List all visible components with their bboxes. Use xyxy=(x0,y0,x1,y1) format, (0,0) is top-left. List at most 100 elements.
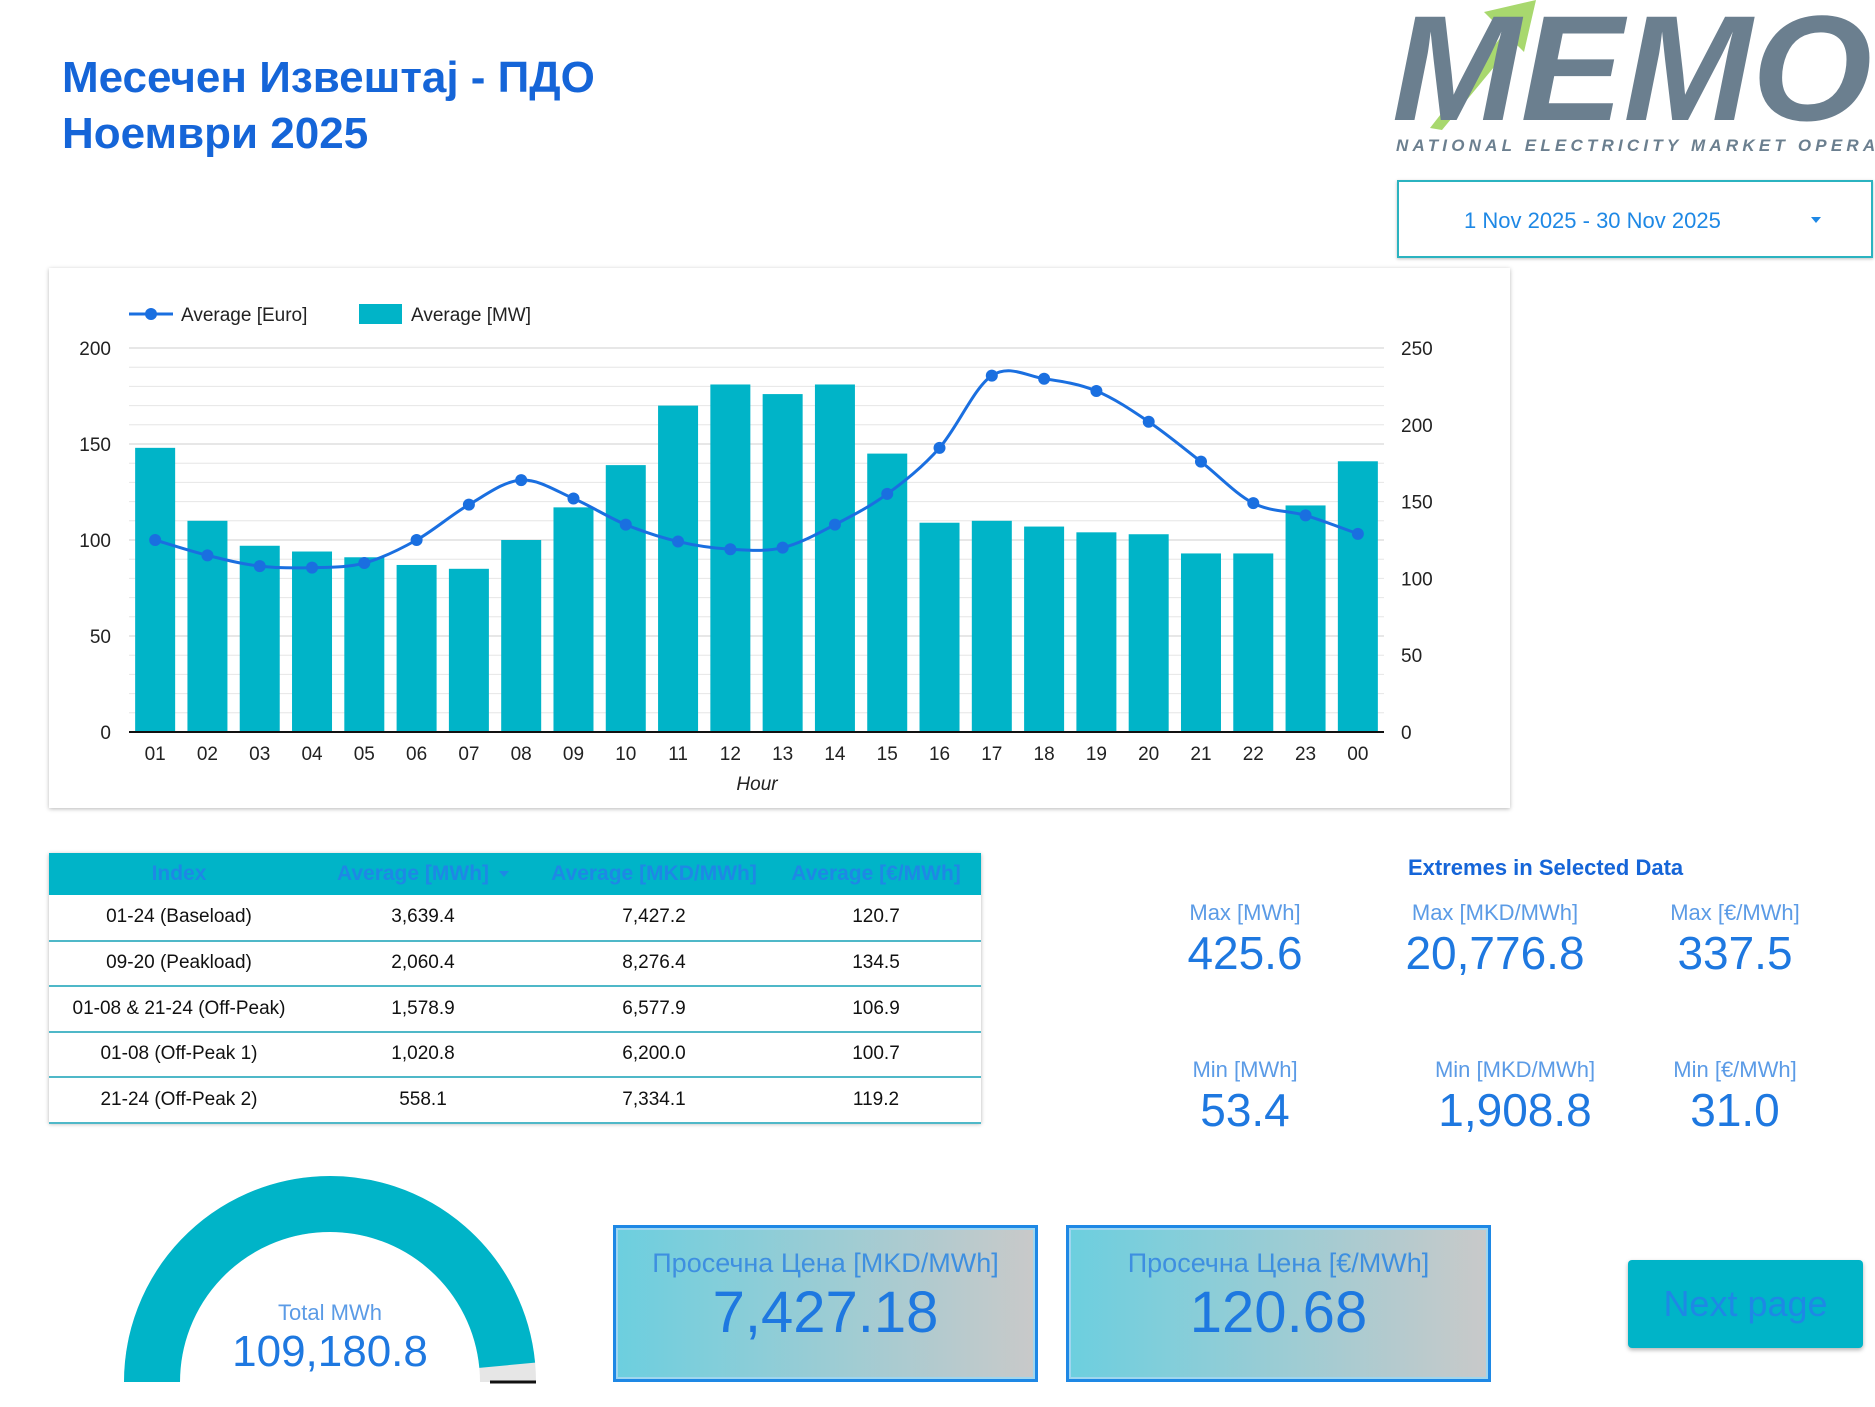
logo-wordmark: MEMO xyxy=(1392,0,1872,152)
chart-bar xyxy=(1180,553,1221,732)
cell-avg-mkd: 7,427.2 xyxy=(537,895,771,942)
kpi-label: Min [€/MWh] xyxy=(1673,1057,1797,1082)
kpi-label: Max [MWh] xyxy=(1189,900,1301,925)
chart-line-point xyxy=(985,369,998,382)
chart-line-point xyxy=(1351,527,1364,540)
gauge-fill xyxy=(124,1176,536,1383)
table-row: 01-08 & 21-24 (Off-Peak) 1,578.9 6,577.9… xyxy=(49,986,981,1033)
chart-bar xyxy=(1024,526,1065,732)
chart-bar xyxy=(501,540,542,732)
y-tick-label-right: 250 xyxy=(1401,339,1433,360)
chart-line-point xyxy=(1194,455,1207,468)
hourly-chart: 0 50 100 150 200 0 50 100 150 200 250 01 02 03 04 05 06 0… xyxy=(49,268,1510,808)
chart-bars xyxy=(135,384,1378,732)
chart-bar xyxy=(396,564,437,732)
y-tick-label-left: 150 xyxy=(79,435,111,456)
x-tick-label: 12 xyxy=(720,744,741,765)
table-row: 21-24 (Off-Peak 2) 558.1 7,334.1 119.2 xyxy=(49,1077,981,1124)
chart-line-point xyxy=(306,561,319,574)
x-tick-label: 07 xyxy=(458,744,479,765)
chart-line-point xyxy=(567,492,580,505)
date-range-value: 1 Nov 2025 - 30 Nov 2025 xyxy=(1464,208,1721,233)
chart-bar xyxy=(1285,505,1326,732)
date-range-picker[interactable]: 1 Nov 2025 - 30 Nov 2025 xyxy=(1397,180,1873,258)
chart-legend[interactable]: Average [Euro] Average [MW] xyxy=(129,304,531,326)
gauge-readout: Total MWh 109,180.8 xyxy=(120,1300,540,1378)
chart-bar xyxy=(1076,532,1117,732)
col-header-avg-mwh[interactable]: Average [MWh] xyxy=(309,853,537,895)
col-header-avg-mkd[interactable]: Average [MKD/MWh] xyxy=(537,853,771,895)
cell-avg-mwh: 3,639.4 xyxy=(309,895,537,942)
gauge-label: Total MWh xyxy=(278,1300,382,1325)
x-tick-label: 16 xyxy=(929,744,950,765)
kpi-value: 31.0 xyxy=(1690,1084,1780,1136)
chart-line-point xyxy=(1038,372,1051,385)
cell-avg-mkd: 6,200.0 xyxy=(537,1031,771,1078)
x-tick-label: 13 xyxy=(772,744,793,765)
chart-line-point xyxy=(515,474,528,487)
y-tick-label-left: 0 xyxy=(100,723,111,744)
cell-avg-eur: 119.2 xyxy=(771,1077,981,1124)
chart-bar xyxy=(919,522,960,732)
cell-avg-mkd: 7,334.1 xyxy=(537,1077,771,1124)
x-tick-label: 20 xyxy=(1138,744,1159,765)
chart-series-line xyxy=(154,369,1359,570)
chart-line-point xyxy=(410,534,423,546)
kpi-label: Min [MKD/MWh] xyxy=(1434,1057,1596,1082)
cell-avg-mkd: 6,577.9 xyxy=(537,986,771,1033)
chart-bar xyxy=(135,447,176,732)
sort-desc-icon xyxy=(499,871,510,878)
y-tick-label-right: 100 xyxy=(1401,569,1433,590)
legend-euro[interactable]: Average [Euro] xyxy=(181,305,307,326)
x-tick-label: 18 xyxy=(1034,744,1055,765)
chart-line-point xyxy=(724,543,737,556)
x-axis-title: Hour xyxy=(736,774,778,795)
x-tick-label: 04 xyxy=(301,744,323,765)
chart-bar xyxy=(867,453,908,732)
x-tick-label: 17 xyxy=(981,744,1002,765)
legend-line-marker xyxy=(145,308,157,320)
cell-avg-mwh: 1,578.9 xyxy=(309,986,537,1033)
kpi-value: 20,776.8 xyxy=(1405,927,1585,979)
cell-avg-mkd: 8,276.4 xyxy=(537,940,771,987)
chart-bar xyxy=(1128,534,1169,732)
chart-line-point xyxy=(253,560,266,573)
cell-avg-eur: 134.5 xyxy=(771,940,981,987)
chart-bar xyxy=(553,507,594,732)
x-tick-label: 03 xyxy=(249,744,270,765)
logo-tagline: NATIONAL ELECTRICITY MARKET OPERATOR xyxy=(1396,136,1875,155)
report-month: Ноември 2025 xyxy=(62,109,369,158)
kpi-max-mkd: Max [MKD/MWh] 20,776.8 xyxy=(1390,900,1600,980)
chart-line xyxy=(149,369,1364,574)
report-title: Месечен Извештај - ПДО xyxy=(62,53,595,102)
col-header-avg-eur[interactable]: Average [€/MWh] xyxy=(771,853,981,895)
chart-bar xyxy=(762,394,803,732)
cell-index: 01-24 (Baseload) xyxy=(49,895,309,942)
next-page-button[interactable]: Next page xyxy=(1628,1260,1863,1348)
kpi-label: Min [MWh] xyxy=(1192,1057,1298,1082)
chart-line-point xyxy=(1090,385,1103,398)
chart-bar xyxy=(344,557,385,732)
chart-bar xyxy=(292,551,333,732)
index-table: Index Average [MWh] Average [MKD/MWh] Av… xyxy=(49,853,981,1124)
cell-avg-mwh: 2,060.4 xyxy=(309,940,537,987)
chart-line-point xyxy=(462,498,475,511)
x-tick-label: 23 xyxy=(1295,744,1316,765)
memo-logo: MEMO xyxy=(1392,0,1872,152)
chart-line-point xyxy=(1299,509,1312,522)
kpi-label: Max [MKD/MWh] xyxy=(1411,900,1579,925)
kpi-value: 337.5 xyxy=(1677,927,1793,979)
legend-mw[interactable]: Average [MW] xyxy=(411,305,531,326)
y-tick-label-right: 150 xyxy=(1401,493,1433,514)
kpi-min-mwh: Min [MWh] 53.4 xyxy=(1160,1057,1330,1137)
cell-avg-mwh: 1,020.8 xyxy=(309,1031,537,1078)
cell-index: 21-24 (Off-Peak 2) xyxy=(49,1077,309,1124)
arrow-up-right-icon xyxy=(1430,0,1536,130)
kpi-max-mwh: Max [MWh] 425.6 xyxy=(1160,900,1330,980)
kpi-min-eur: Min [€/MWh] 31.0 xyxy=(1645,1057,1825,1137)
col-header-index[interactable]: Index xyxy=(49,853,309,895)
cell-avg-eur: 120.7 xyxy=(771,895,981,942)
table-row: 01-08 (Off-Peak 1) 1,020.8 6,200.0 100.7 xyxy=(49,1031,981,1078)
kpi-value: 53.4 xyxy=(1200,1084,1290,1136)
